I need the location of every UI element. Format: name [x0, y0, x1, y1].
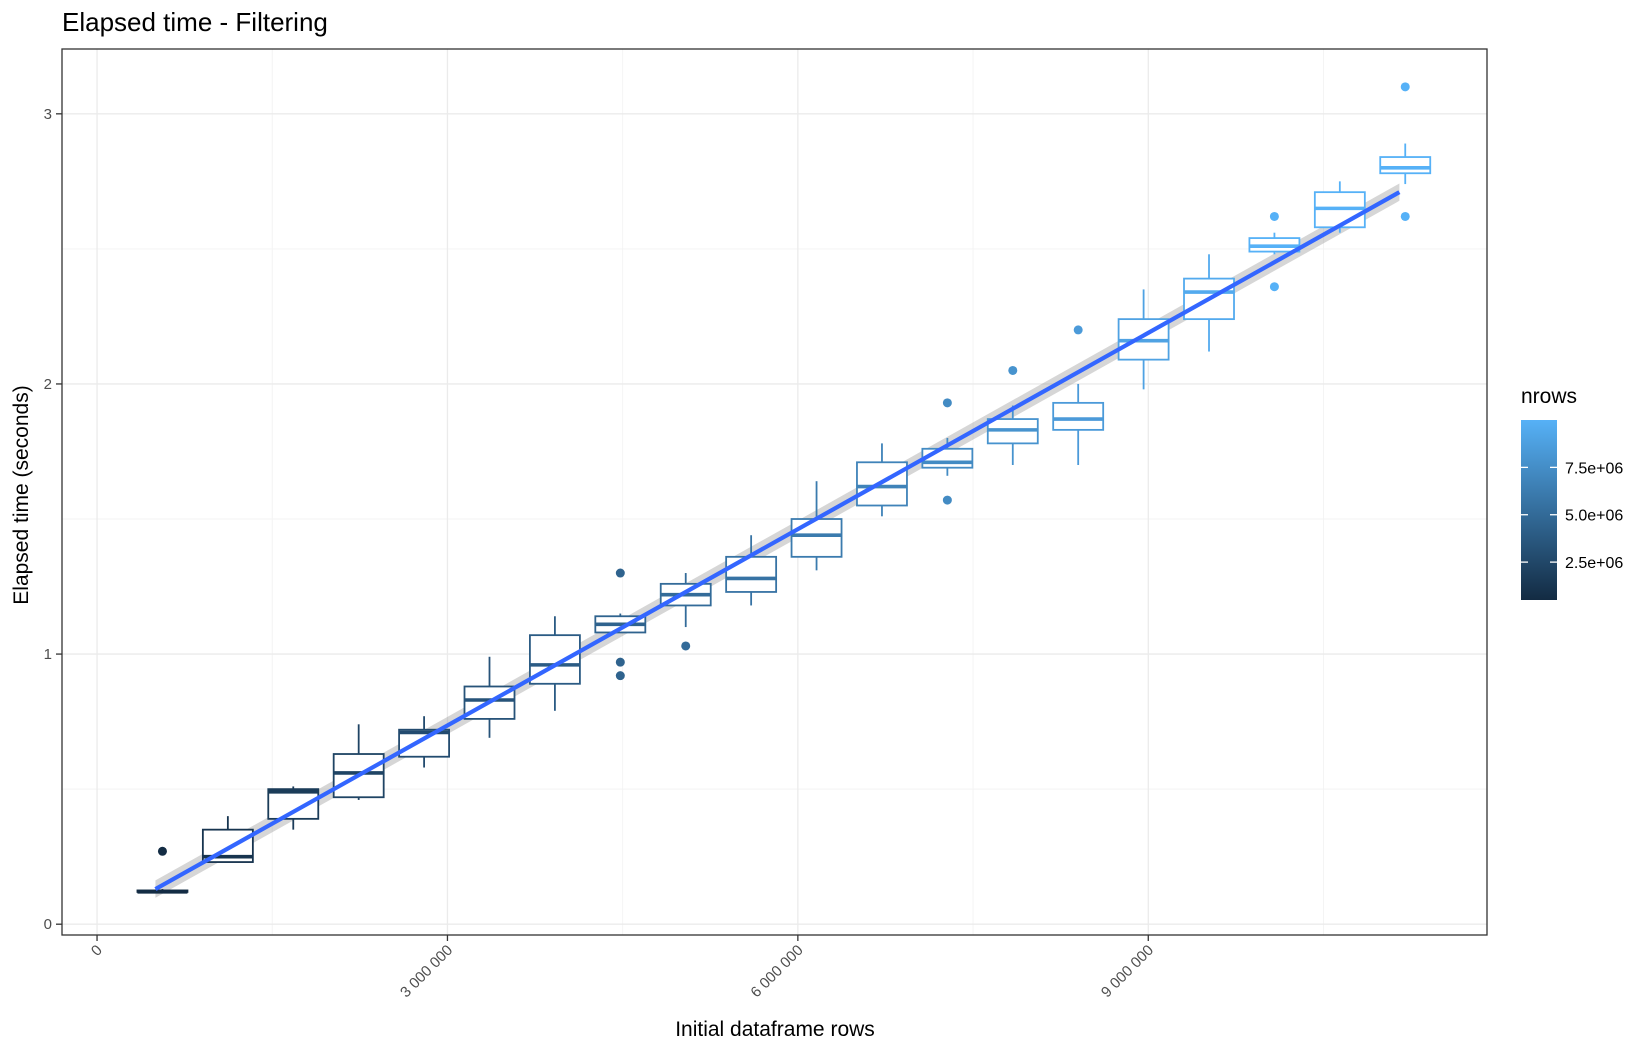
box-iqr [332, 753, 385, 799]
box-iqr [398, 728, 450, 758]
box-outlier [1400, 82, 1410, 92]
legend-ticks: 2.5e+06 5.0e+06 7.5e+06 [1521, 460, 1623, 572]
y-tick-label: 0 [44, 916, 52, 933]
plot-panel-border [61, 48, 1488, 936]
legend-title: nrows [1521, 385, 1577, 408]
box-outlier [1269, 282, 1279, 292]
regression-line [154, 190, 1401, 891]
y-axis-title: Elapsed time (seconds) [10, 385, 33, 604]
smooth-line [154, 190, 1401, 891]
x-axis: 0 3 000 000 6 000 000 9 000 000 [88, 935, 1157, 1001]
plot-background [62, 49, 1487, 935]
x-axis-title: Initial dataframe rows [675, 1018, 875, 1041]
box-outlier [1400, 211, 1410, 221]
box-iqr [790, 518, 843, 558]
box-outlier [942, 495, 952, 505]
box-outlier [157, 846, 167, 856]
box-outlier [615, 671, 625, 681]
legend-label: 2.5e+06 [1565, 555, 1623, 572]
box-iqr [725, 555, 778, 593]
legend: nrows 2.5e+06 5.0e+06 7.5e+06 [1521, 385, 1623, 600]
box-outlier [681, 641, 691, 651]
box [136, 846, 189, 894]
box [986, 365, 1039, 465]
box-outlier [1073, 325, 1083, 335]
box [1379, 82, 1432, 221]
y-tick-label: 2 [44, 376, 52, 393]
legend-label: 5.0e+06 [1565, 508, 1623, 525]
x-tick-label: 6 000 000 [747, 942, 806, 1001]
y-tick-label: 1 [44, 646, 52, 663]
plot-area [62, 49, 1487, 935]
x-tick-label: 9 000 000 [1098, 942, 1157, 1001]
chart-title: Elapsed time - Filtering [62, 7, 328, 37]
panel-border [61, 48, 1488, 936]
box-outlier [942, 398, 952, 408]
box-iqr [921, 447, 974, 469]
box [1248, 211, 1301, 292]
box [398, 716, 450, 768]
box-outlier [1008, 365, 1018, 375]
box-outlier [615, 657, 625, 667]
legend-colorbar [1521, 420, 1557, 600]
y-axis: 0 1 2 3 [44, 106, 62, 933]
box-iqr [1052, 401, 1105, 431]
box-iqr [1379, 156, 1432, 175]
legend-label: 7.5e+06 [1565, 460, 1623, 477]
box-outlier [1269, 211, 1279, 221]
x-tick-label: 3 000 000 [397, 942, 456, 1001]
grid-lines [62, 49, 1487, 935]
box [1052, 325, 1105, 465]
box-outlier [615, 568, 625, 578]
x-tick-label: 0 [88, 942, 106, 960]
y-tick-label: 3 [44, 106, 52, 123]
